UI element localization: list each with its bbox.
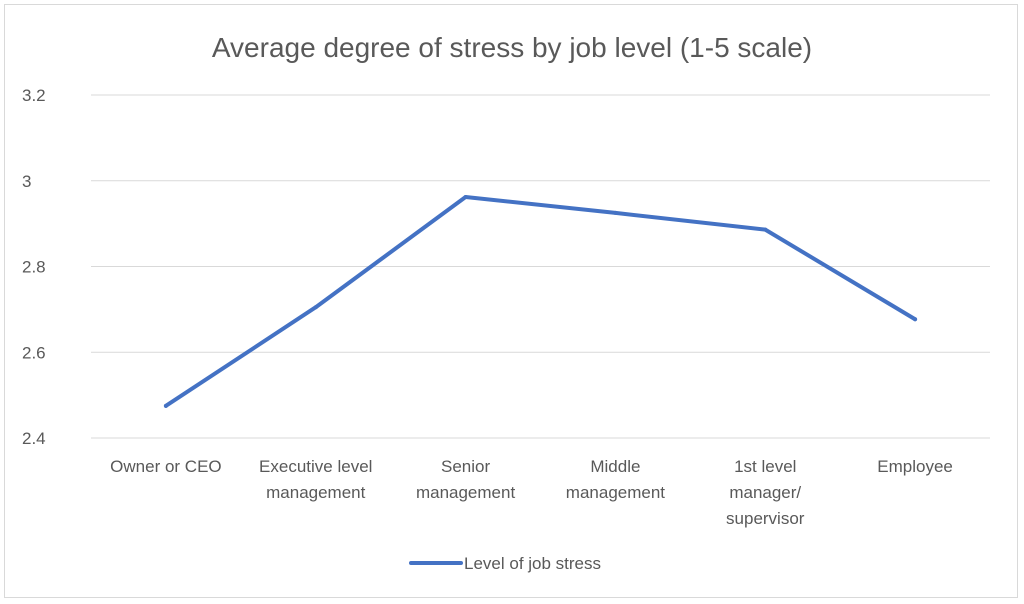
x-tick-label-line: manager/ (729, 483, 801, 502)
x-tick-label-line: supervisor (726, 509, 805, 528)
chart-title: Average degree of stress by job level (1… (212, 32, 812, 63)
x-tick-label-line: Middle (590, 457, 640, 476)
x-axis: Owner or CEO Executive level managementSen… (110, 457, 953, 528)
x-tick-label-line: Owner or CEO (110, 457, 221, 476)
x-tick-label: Executive level management (259, 457, 372, 502)
x-tick-label-line: management (566, 483, 666, 502)
x-tick-label-line: Executive level (259, 457, 372, 476)
data-point (463, 195, 468, 200)
legend: Level of job stress (409, 554, 601, 573)
x-tick-label: Owner or CEO (110, 457, 221, 476)
y-tick-label: 2.8 (22, 258, 46, 277)
y-axis: 2.4 2.6 2.8 3 3.2 (22, 86, 46, 448)
chart-area (4, 4, 1018, 598)
y-tick-label: 3 (22, 172, 31, 191)
x-tick-label: Middle management (566, 457, 666, 502)
x-tick-label-line: 1st level (734, 457, 796, 476)
series-line-level-of-job-stress (163, 195, 918, 408)
y-tick-label: 3.2 (22, 86, 46, 105)
legend-entry-level-of-job-stress: Level of job stress (464, 554, 601, 573)
x-tick-label-line: Senior (441, 457, 490, 476)
gridlines (91, 94, 990, 439)
x-tick-label: Employee (877, 457, 953, 476)
x-tick-label-line: management (266, 483, 366, 502)
data-point (313, 305, 318, 310)
data-point (763, 227, 768, 232)
data-point (163, 403, 168, 408)
x-tick-label-line: management (416, 483, 516, 502)
y-tick-label: 2.4 (22, 429, 46, 448)
data-point (913, 317, 918, 322)
x-tick-label: 1st level manager/supervisor (726, 457, 805, 528)
data-point (613, 210, 618, 215)
x-tick-label-line: Employee (877, 457, 953, 476)
x-tick-label: Senior management (416, 457, 516, 502)
series-layer (163, 195, 918, 408)
y-tick-label: 2.6 (22, 343, 46, 362)
